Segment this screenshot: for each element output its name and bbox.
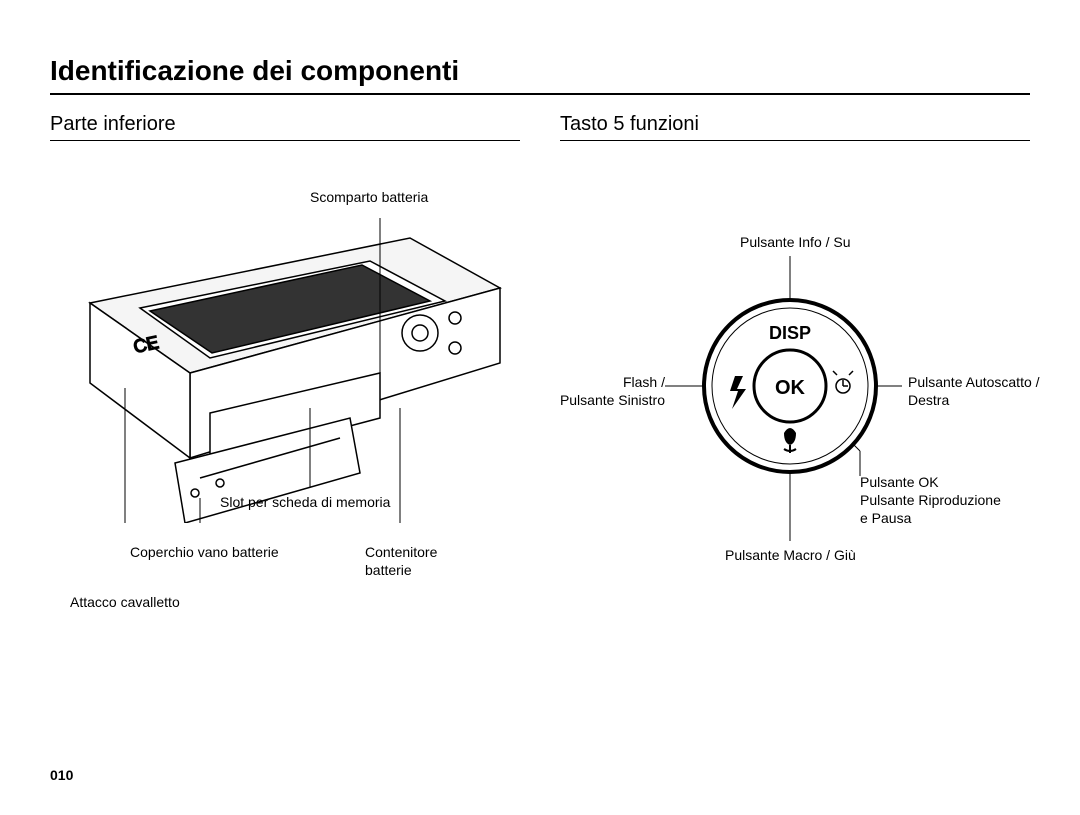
label-memory-slot: Slot per scheda di memoria <box>220 493 390 511</box>
label-battery-holder2: batterie <box>365 561 412 579</box>
label-ok3: e Pausa <box>860 509 911 527</box>
page-title: Identificazione dei componenti <box>50 55 1030 95</box>
dial-ok-text: OK <box>775 377 806 399</box>
dial-disp-text: DISP <box>769 323 811 343</box>
macro-icon <box>784 428 796 453</box>
label-selftimer1: Pulsante Autoscatto / <box>908 373 1040 391</box>
label-macro-down: Pulsante Macro / Giù <box>725 546 856 564</box>
label-ok2: Pulsante Riproduzione <box>860 491 1001 509</box>
page-number: 010 <box>50 767 73 783</box>
left-column: Parte inferiore CE <box>50 113 520 633</box>
label-battery-cover: Coperchio vano batterie <box>130 543 279 561</box>
left-heading: Parte inferiore <box>50 113 520 141</box>
label-flash1: Flash / <box>615 373 665 391</box>
right-column: Tasto 5 funzioni <box>560 113 1030 633</box>
dial-area: DISP OK <box>560 191 1030 621</box>
label-tripod: Attacco cavalletto <box>70 593 180 611</box>
label-selftimer2: Destra <box>908 391 949 409</box>
columns: Parte inferiore CE <box>50 113 1030 633</box>
label-battery-chamber: Scomparto batteria <box>310 188 428 206</box>
label-battery-holder1: Contenitore <box>365 543 437 561</box>
camera-illustration: CE <box>50 183 520 523</box>
label-info-up: Pulsante Info / Su <box>740 233 851 251</box>
label-flash2: Pulsante Sinistro <box>550 391 665 409</box>
label-ok1: Pulsante OK <box>860 473 939 491</box>
right-heading: Tasto 5 funzioni <box>560 113 1030 141</box>
